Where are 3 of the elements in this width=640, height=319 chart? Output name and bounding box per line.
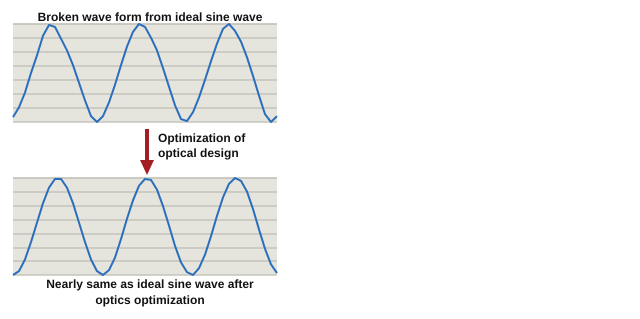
chart-title: Broken wave form from ideal sine wave xyxy=(38,10,263,24)
text: Optimization of optical design xyxy=(158,131,246,161)
text: Nearly same as ideal sine wave after optics optimization xyxy=(46,277,254,307)
